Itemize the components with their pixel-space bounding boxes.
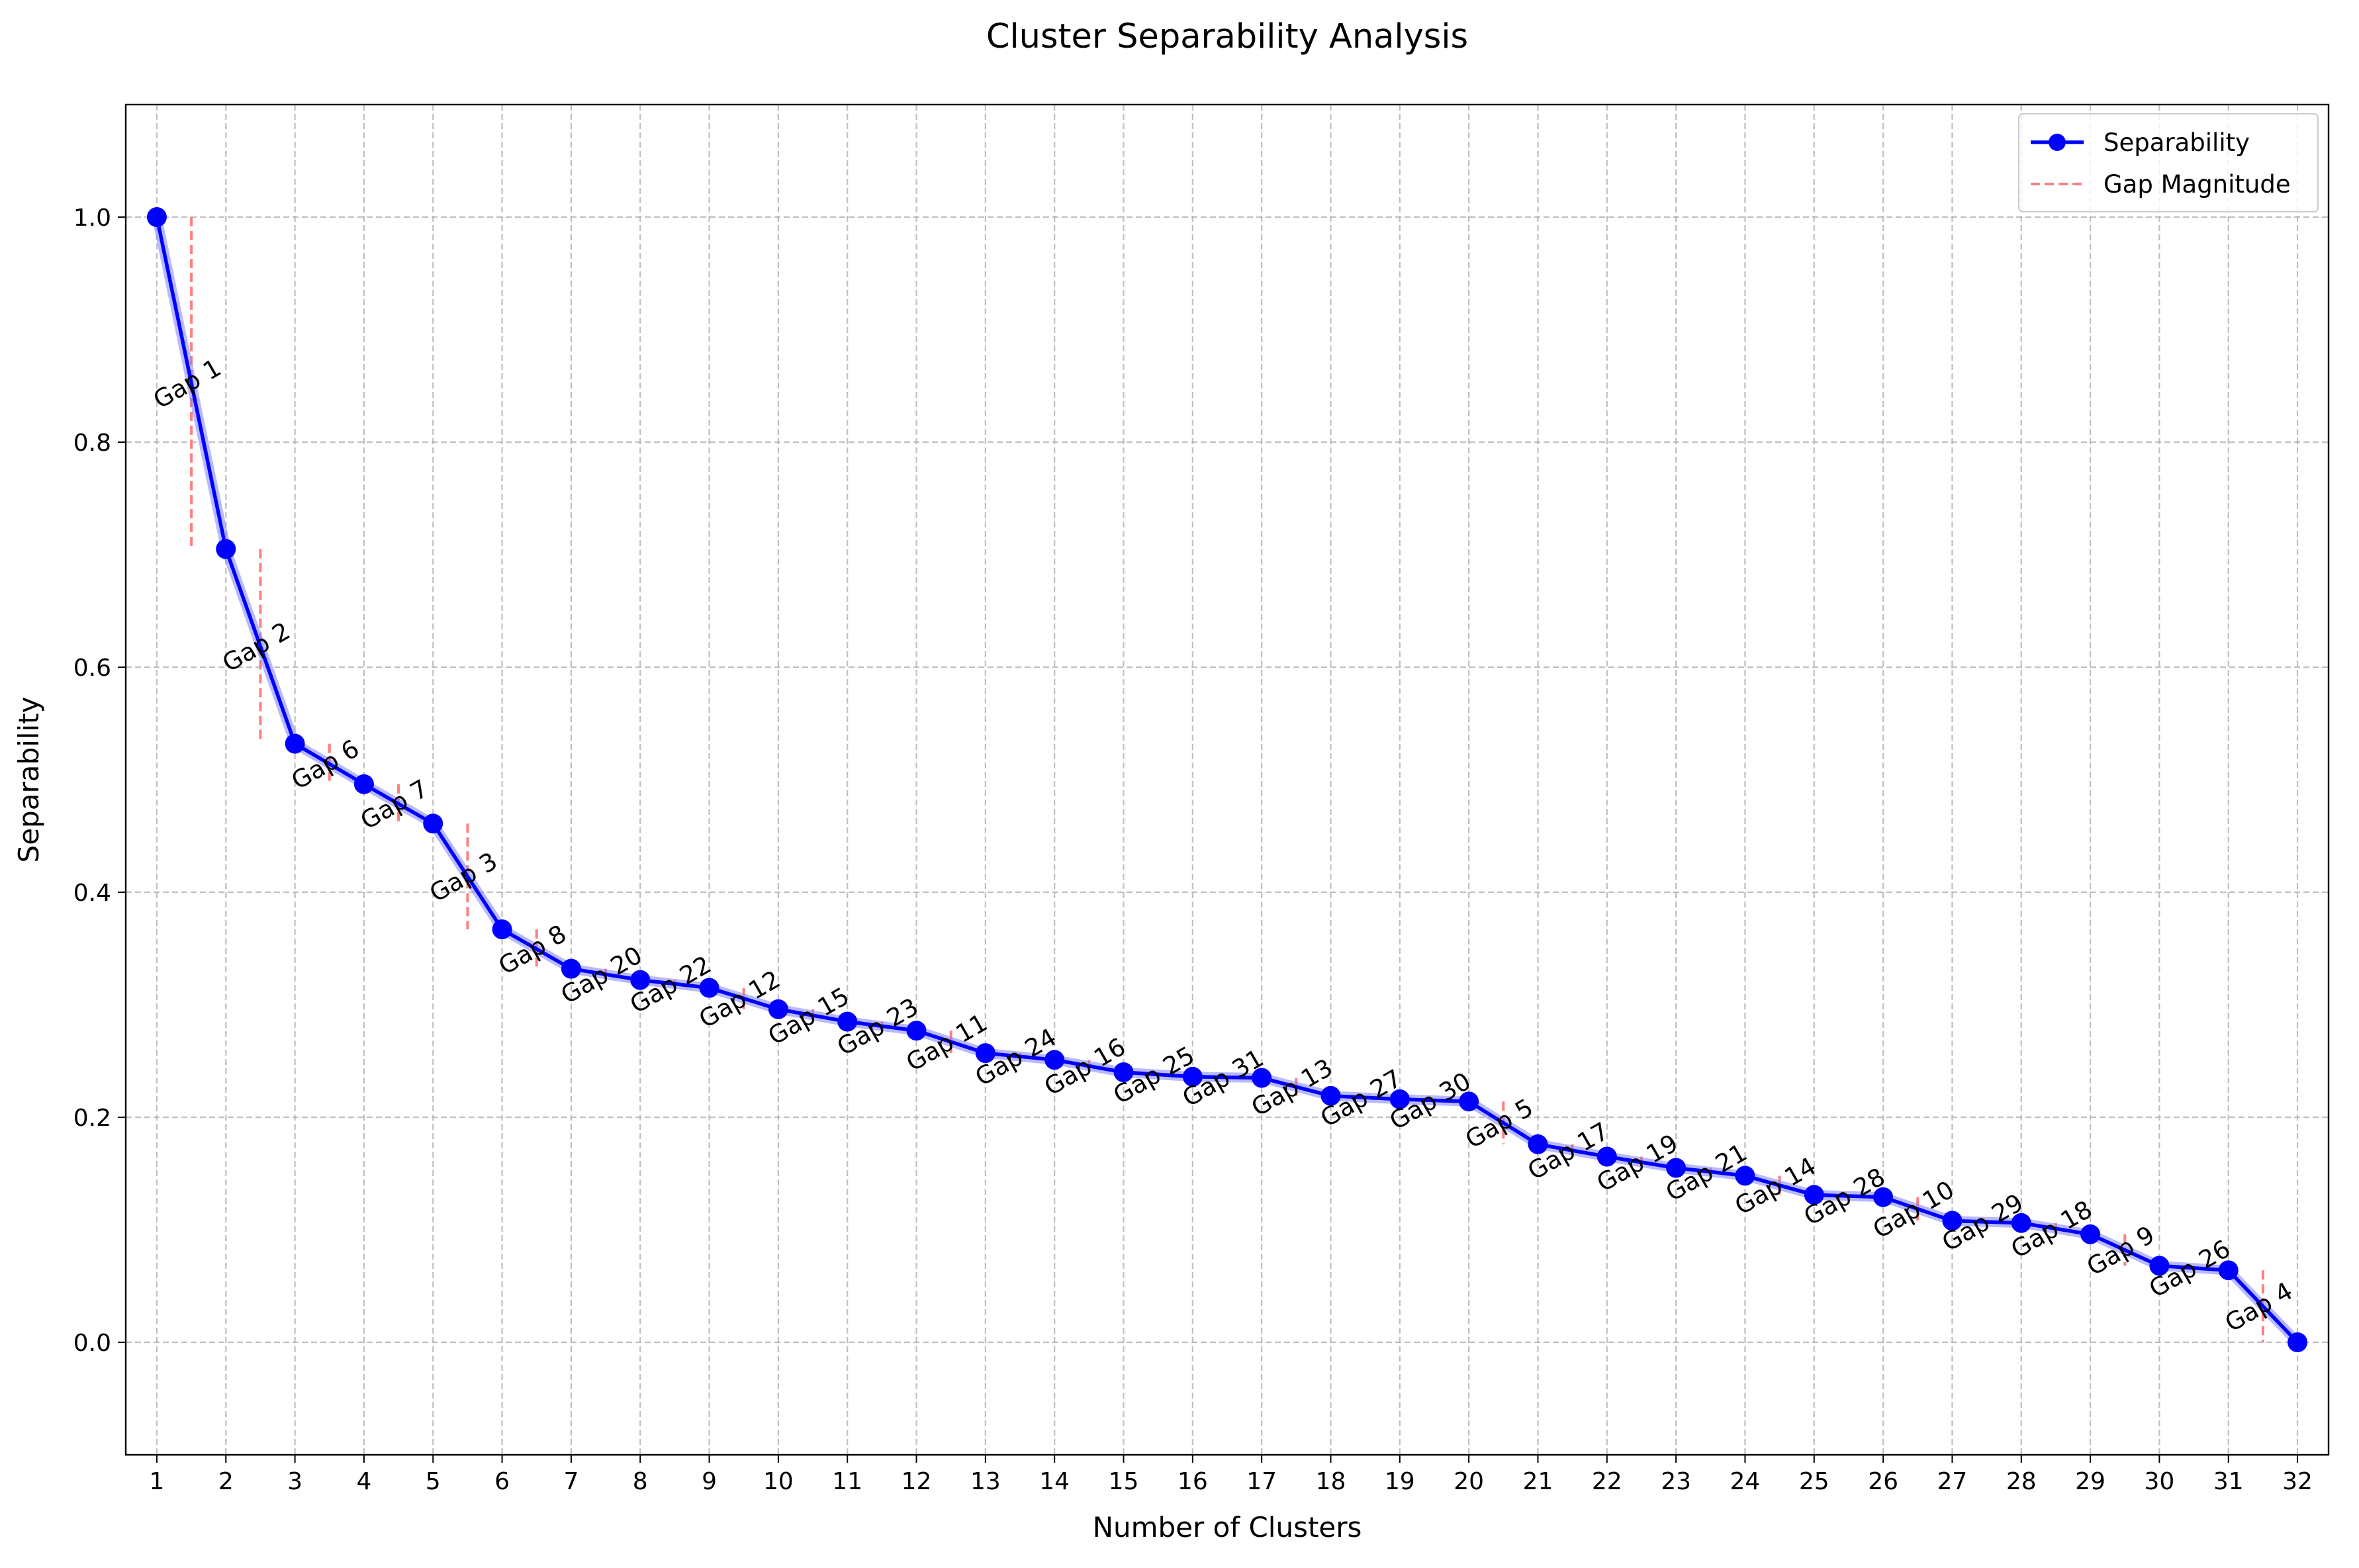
x-axis-ticks: 1 2 3 4 5 6 7 8 9 10 11 12 13 14 15 16 17 18 19 20 21 22 23 24 2… [149,1455,2313,1495]
x-tick-label: 3 [287,1468,302,1495]
x-tick-label: 29 [2075,1468,2105,1495]
separability-point [1666,1158,1687,1178]
x-tick-label: 28 [2006,1468,2037,1495]
separability-point [216,539,236,559]
x-tick-label: 8 [633,1468,648,1495]
y-axis-ticks: 0.0 0.2 0.4 0.6 0.8 1.0 [73,205,126,1357]
x-tick-label: 2 [218,1468,234,1495]
separability-point [2149,1256,2170,1276]
separability-point [1320,1085,1341,1106]
separability-line [155,216,2299,1344]
separability-point [2080,1224,2101,1244]
chart-title: Cluster Separability Analysis [986,17,1468,56]
grid-lines [126,105,2329,1455]
separability-point [1389,1089,1410,1109]
x-tick-label: 22 [1592,1468,1622,1495]
x-tick-label: 13 [970,1468,1001,1495]
x-tick-label: 7 [563,1468,578,1495]
separability-point [1252,1068,1272,1088]
separability-point [837,1011,858,1032]
x-tick-label: 12 [902,1468,932,1495]
x-tick-label: 9 [702,1468,717,1495]
x-tick-label: 10 [763,1468,794,1495]
x-tick-label: 11 [832,1468,862,1495]
x-tick-label: 26 [1868,1468,1898,1495]
separability-point [768,999,788,1019]
x-tick-label: 6 [494,1468,510,1495]
separability-point [2288,1332,2308,1352]
legend-gap-label: Gap Magnitude [2104,170,2291,199]
separability-point [906,1021,927,1041]
x-tick-label: 15 [1109,1468,1139,1495]
separability-point [699,978,719,998]
separability-point [630,970,651,990]
y-tick-label: 0.8 [73,430,111,457]
x-axis-title: Number of Clusters [1093,1511,1362,1544]
separability-point [1873,1187,1894,1207]
y-tick-label: 0.0 [73,1330,111,1357]
x-tick-label: 18 [1316,1468,1346,1495]
x-tick-label: 16 [1178,1468,1208,1495]
legend: Separability Gap Magnitude [2018,113,2319,212]
separability-point [1044,1050,1065,1070]
x-tick-label: 25 [1799,1468,1829,1495]
y-tick-label: 1.0 [73,205,111,232]
y-axis-title: Separability [13,697,45,863]
legend-box [2018,113,2319,212]
separability-point [561,958,581,979]
separability-point [1113,1062,1134,1082]
x-tick-label: 27 [1937,1468,1968,1495]
x-tick-label: 24 [1730,1468,1761,1495]
separability-point [1596,1146,1617,1167]
y-tick-label: 0.4 [73,880,111,907]
separability-point [2011,1213,2031,1233]
separability-point [1735,1166,1755,1186]
legend-separability-label: Separability [2104,128,2250,157]
separability-point [1942,1211,1963,1231]
x-tick-label: 30 [2144,1468,2174,1495]
separability-point [2218,1260,2239,1281]
x-tick-label: 14 [1039,1468,1070,1495]
y-tick-label: 0.2 [73,1105,111,1132]
separability-point [285,733,305,754]
y-tick-label: 0.6 [73,655,111,682]
separability-series [146,207,2308,1352]
x-tick-label: 23 [1661,1468,1691,1495]
x-tick-label: 5 [426,1468,441,1495]
separability-point [353,774,374,794]
x-tick-label: 19 [1385,1468,1415,1495]
separability-point [423,813,443,834]
x-tick-label: 21 [1523,1468,1553,1495]
separability-point [975,1043,995,1064]
x-tick-label: 1 [149,1468,164,1495]
plot-area-frame [124,103,2330,1456]
separability-point [1528,1134,1548,1154]
x-tick-label: 4 [356,1468,371,1495]
separability-point [492,919,512,940]
separability-point [146,207,167,227]
x-tick-label: 17 [1246,1468,1277,1495]
legend-separability-marker [2049,134,2066,151]
x-tick-label: 20 [1454,1468,1484,1495]
separability-point [1804,1185,1824,1205]
x-tick-label: 31 [2213,1468,2244,1495]
separability-point [1459,1091,1479,1112]
separability-point [1182,1066,1203,1087]
x-tick-label: 32 [2282,1468,2313,1495]
